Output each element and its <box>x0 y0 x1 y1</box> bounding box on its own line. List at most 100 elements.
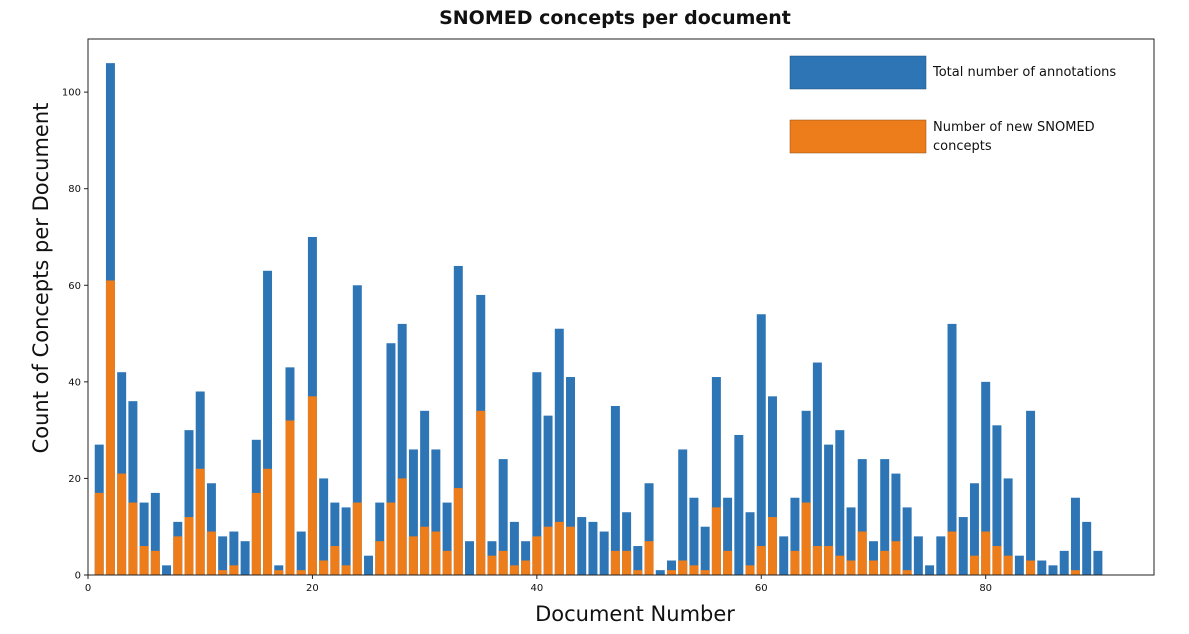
bar-new-48 <box>622 550 632 575</box>
bar-total-75 <box>925 565 935 575</box>
bar-total-79 <box>969 483 979 575</box>
bar-total-47 <box>610 405 620 575</box>
plot-frame <box>87 38 1155 576</box>
bar-new-22 <box>330 546 340 575</box>
bar-total-85 <box>1037 560 1047 575</box>
bar-new-70 <box>868 560 878 575</box>
bar-total-89 <box>1082 521 1092 575</box>
bar-new-57 <box>723 550 733 575</box>
bar-new-29 <box>408 536 418 575</box>
bar-new-65 <box>812 546 822 575</box>
bar-new-27 <box>386 502 396 575</box>
bar-new-13 <box>229 565 239 575</box>
bars <box>94 63 1103 576</box>
bar-new-31 <box>431 531 441 575</box>
bar-total-40 <box>532 372 542 575</box>
bar-new-73 <box>902 570 912 575</box>
bar-total-78 <box>958 517 968 575</box>
bar-total-7 <box>162 565 172 575</box>
bar-new-77 <box>947 531 957 575</box>
bar-total-61 <box>768 396 777 575</box>
bar-new-50 <box>644 541 654 575</box>
bar-total-5 <box>139 502 149 575</box>
x-tick-label-60: 60 <box>755 583 768 594</box>
bar-total-81 <box>992 425 1002 575</box>
bar-new-55 <box>700 570 710 575</box>
bar-new-82 <box>1003 555 1013 575</box>
bar-total-80 <box>981 381 991 575</box>
bar-new-8 <box>173 536 183 575</box>
bar-total-11 <box>206 483 216 575</box>
bar-total-22 <box>330 502 340 575</box>
bar-total-30 <box>420 410 430 575</box>
bar-total-74 <box>913 536 923 575</box>
bar-new-19 <box>296 570 306 575</box>
bar-new-66 <box>824 546 834 575</box>
bar-new-47 <box>610 550 620 575</box>
bar-new-11 <box>206 531 216 575</box>
bar-new-60 <box>756 546 766 575</box>
bar-total-68 <box>846 507 856 575</box>
bar-new-26 <box>375 541 385 575</box>
y-tick-label-20: 20 <box>68 474 81 485</box>
bar-total-72 <box>891 473 901 575</box>
bar-new-4 <box>128 502 138 575</box>
bar-total-37 <box>498 459 508 575</box>
bar-total-41 <box>543 415 553 575</box>
bar-new-67 <box>835 555 845 575</box>
bar-total-59 <box>745 512 755 575</box>
bar-total-64 <box>801 410 811 575</box>
bar-total-43 <box>566 377 575 575</box>
x-tick-label-80: 80 <box>979 583 992 594</box>
chart-title: SNOMED concepts per document <box>439 7 791 29</box>
bar-new-84 <box>1026 560 1036 575</box>
bar-total-54 <box>689 497 699 575</box>
bar-new-32 <box>442 550 452 575</box>
bar-total-26 <box>375 502 385 575</box>
bar-new-40 <box>532 536 542 575</box>
x-tick-label-0: 0 <box>85 583 91 594</box>
bar-total-90 <box>1093 550 1103 575</box>
bar-total-19 <box>296 531 306 575</box>
bar-total-28 <box>397 323 407 575</box>
bar-new-72 <box>891 541 901 575</box>
x-tick-label-20: 20 <box>306 583 319 594</box>
bar-total-84 <box>1026 410 1036 575</box>
bar-total-45 <box>588 521 598 575</box>
bar-new-59 <box>745 565 755 575</box>
bar-new-23 <box>341 565 351 575</box>
bar-total-14 <box>240 541 250 575</box>
bar-new-3 <box>117 473 127 575</box>
bar-total-31 <box>431 449 441 575</box>
bar-new-49 <box>633 570 643 575</box>
bar-total-23 <box>341 507 351 575</box>
bar-new-24 <box>352 502 362 575</box>
y-axis-label: Count of Concepts per Document <box>29 103 53 454</box>
bar-total-63 <box>790 497 800 575</box>
bar-total-9 <box>184 430 194 575</box>
bar-total-52 <box>667 560 676 575</box>
bar-new-16 <box>263 468 273 575</box>
bar-total-46 <box>599 531 609 575</box>
legend-label-total: Total number of annotations <box>932 65 1116 80</box>
bar-total-29 <box>408 449 418 575</box>
bar-new-10 <box>195 468 205 575</box>
bar-total-67 <box>835 430 845 575</box>
bar-new-68 <box>846 560 856 575</box>
legend-swatch-new-snomed <box>789 119 927 154</box>
bar-total-83 <box>1014 555 1024 575</box>
bar-total-25 <box>364 555 374 575</box>
bar-total-70 <box>868 541 878 575</box>
bar-new-12 <box>218 570 228 575</box>
bar-new-88 <box>1070 570 1080 575</box>
bar-total-39 <box>521 541 531 575</box>
bar-total-12 <box>218 536 228 575</box>
bar-total-56 <box>711 377 721 575</box>
bar-new-53 <box>678 560 688 575</box>
bar-total-34 <box>465 541 475 575</box>
bar-new-69 <box>857 531 867 575</box>
bar-total-44 <box>577 517 587 575</box>
bar-new-37 <box>498 550 508 575</box>
bar-new-80 <box>981 531 991 575</box>
bar-total-62 <box>779 536 789 575</box>
